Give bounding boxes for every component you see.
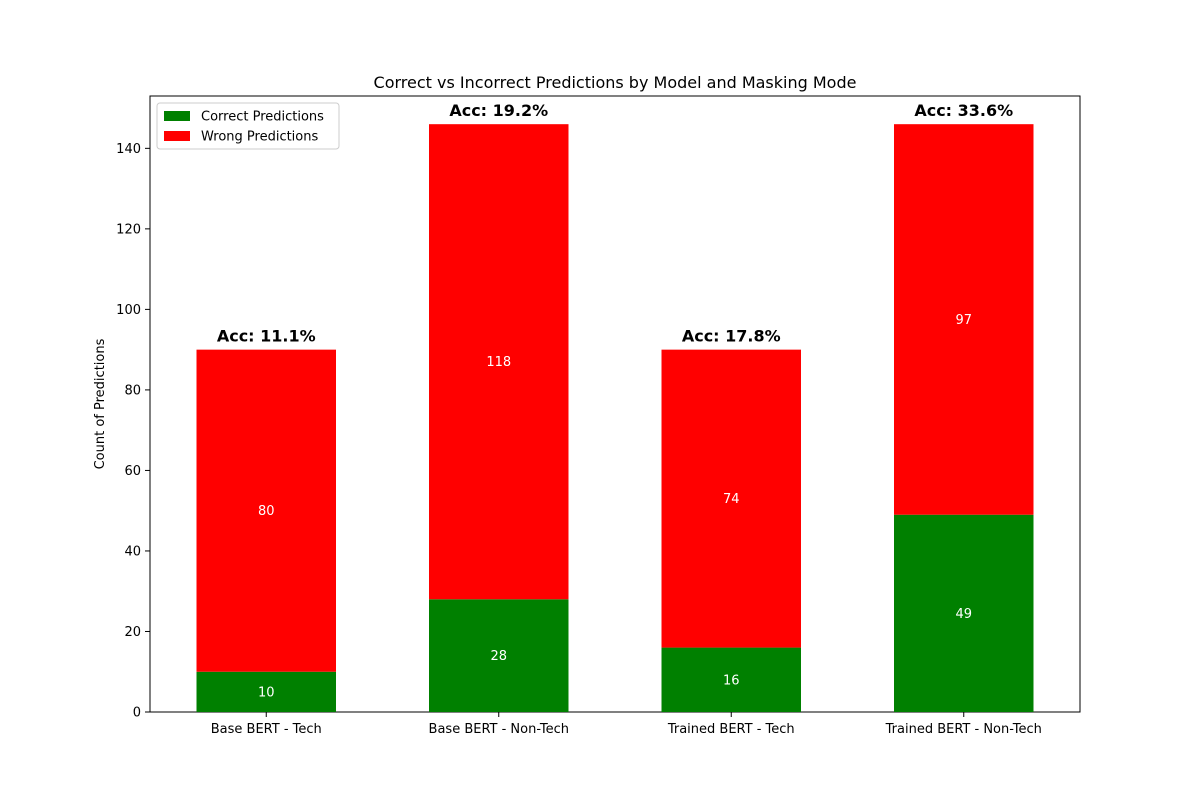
y-tick-label: 0 bbox=[133, 706, 141, 721]
accuracy-label: Acc: 33.6% bbox=[914, 101, 1013, 120]
legend-entry-label: Correct Predictions bbox=[201, 110, 324, 125]
legend-entry-label: Wrong Predictions bbox=[201, 130, 318, 145]
x-tick-label: Trained BERT - Non-Tech bbox=[885, 722, 1042, 737]
bar-value-label-correct: 28 bbox=[490, 649, 507, 664]
legend-swatch bbox=[164, 111, 190, 121]
bar-correct bbox=[661, 647, 801, 712]
bar-wrong bbox=[196, 349, 336, 672]
accuracy-label: Acc: 19.2% bbox=[449, 101, 548, 120]
y-tick-label: 140 bbox=[116, 142, 141, 157]
x-tick-label: Base BERT - Tech bbox=[211, 722, 322, 737]
plot-frame bbox=[149, 95, 1081, 713]
legend-box bbox=[156, 102, 340, 150]
bar-correct bbox=[429, 599, 569, 712]
y-tick-label: 60 bbox=[124, 464, 141, 479]
y-tick-label: 20 bbox=[124, 625, 141, 640]
chart-title: Correct vs Incorrect Predictions by Mode… bbox=[374, 73, 857, 92]
bar-value-label-wrong: 97 bbox=[955, 313, 972, 328]
bar-correct bbox=[196, 671, 336, 712]
x-tick-label: Trained BERT - Tech bbox=[667, 722, 795, 737]
y-tick-label: 80 bbox=[124, 383, 141, 398]
bar-correct bbox=[894, 514, 1034, 712]
legend: Correct Predictions Wrong Predictions bbox=[156, 102, 340, 150]
bar-value-label-correct: 16 bbox=[723, 673, 740, 688]
bar-wrong bbox=[894, 124, 1034, 515]
bar-wrong bbox=[429, 124, 569, 600]
y-axis-label: Count of Predictions bbox=[93, 338, 108, 469]
plot-area: 0 20 40 60 80 100 120 140 10 80 Acc: 11.1% Base BER… bbox=[116, 95, 1081, 737]
bar-value-label-wrong: 118 bbox=[486, 355, 511, 370]
legend-swatch bbox=[164, 131, 190, 141]
x-tick-label: Base BERT - Non-Tech bbox=[429, 722, 569, 737]
bar-value-label-correct: 10 bbox=[258, 685, 275, 700]
accuracy-label: Acc: 11.1% bbox=[217, 327, 316, 346]
y-tick-label: 40 bbox=[124, 544, 141, 559]
bar-value-label-correct: 49 bbox=[955, 607, 972, 622]
bar-value-label-wrong: 74 bbox=[723, 492, 740, 507]
y-tick-label: 100 bbox=[116, 303, 141, 318]
bar-wrong bbox=[661, 349, 801, 648]
y-tick-label: 120 bbox=[116, 222, 141, 237]
bar-value-label-wrong: 80 bbox=[258, 504, 275, 519]
accuracy-label: Acc: 17.8% bbox=[682, 327, 781, 346]
